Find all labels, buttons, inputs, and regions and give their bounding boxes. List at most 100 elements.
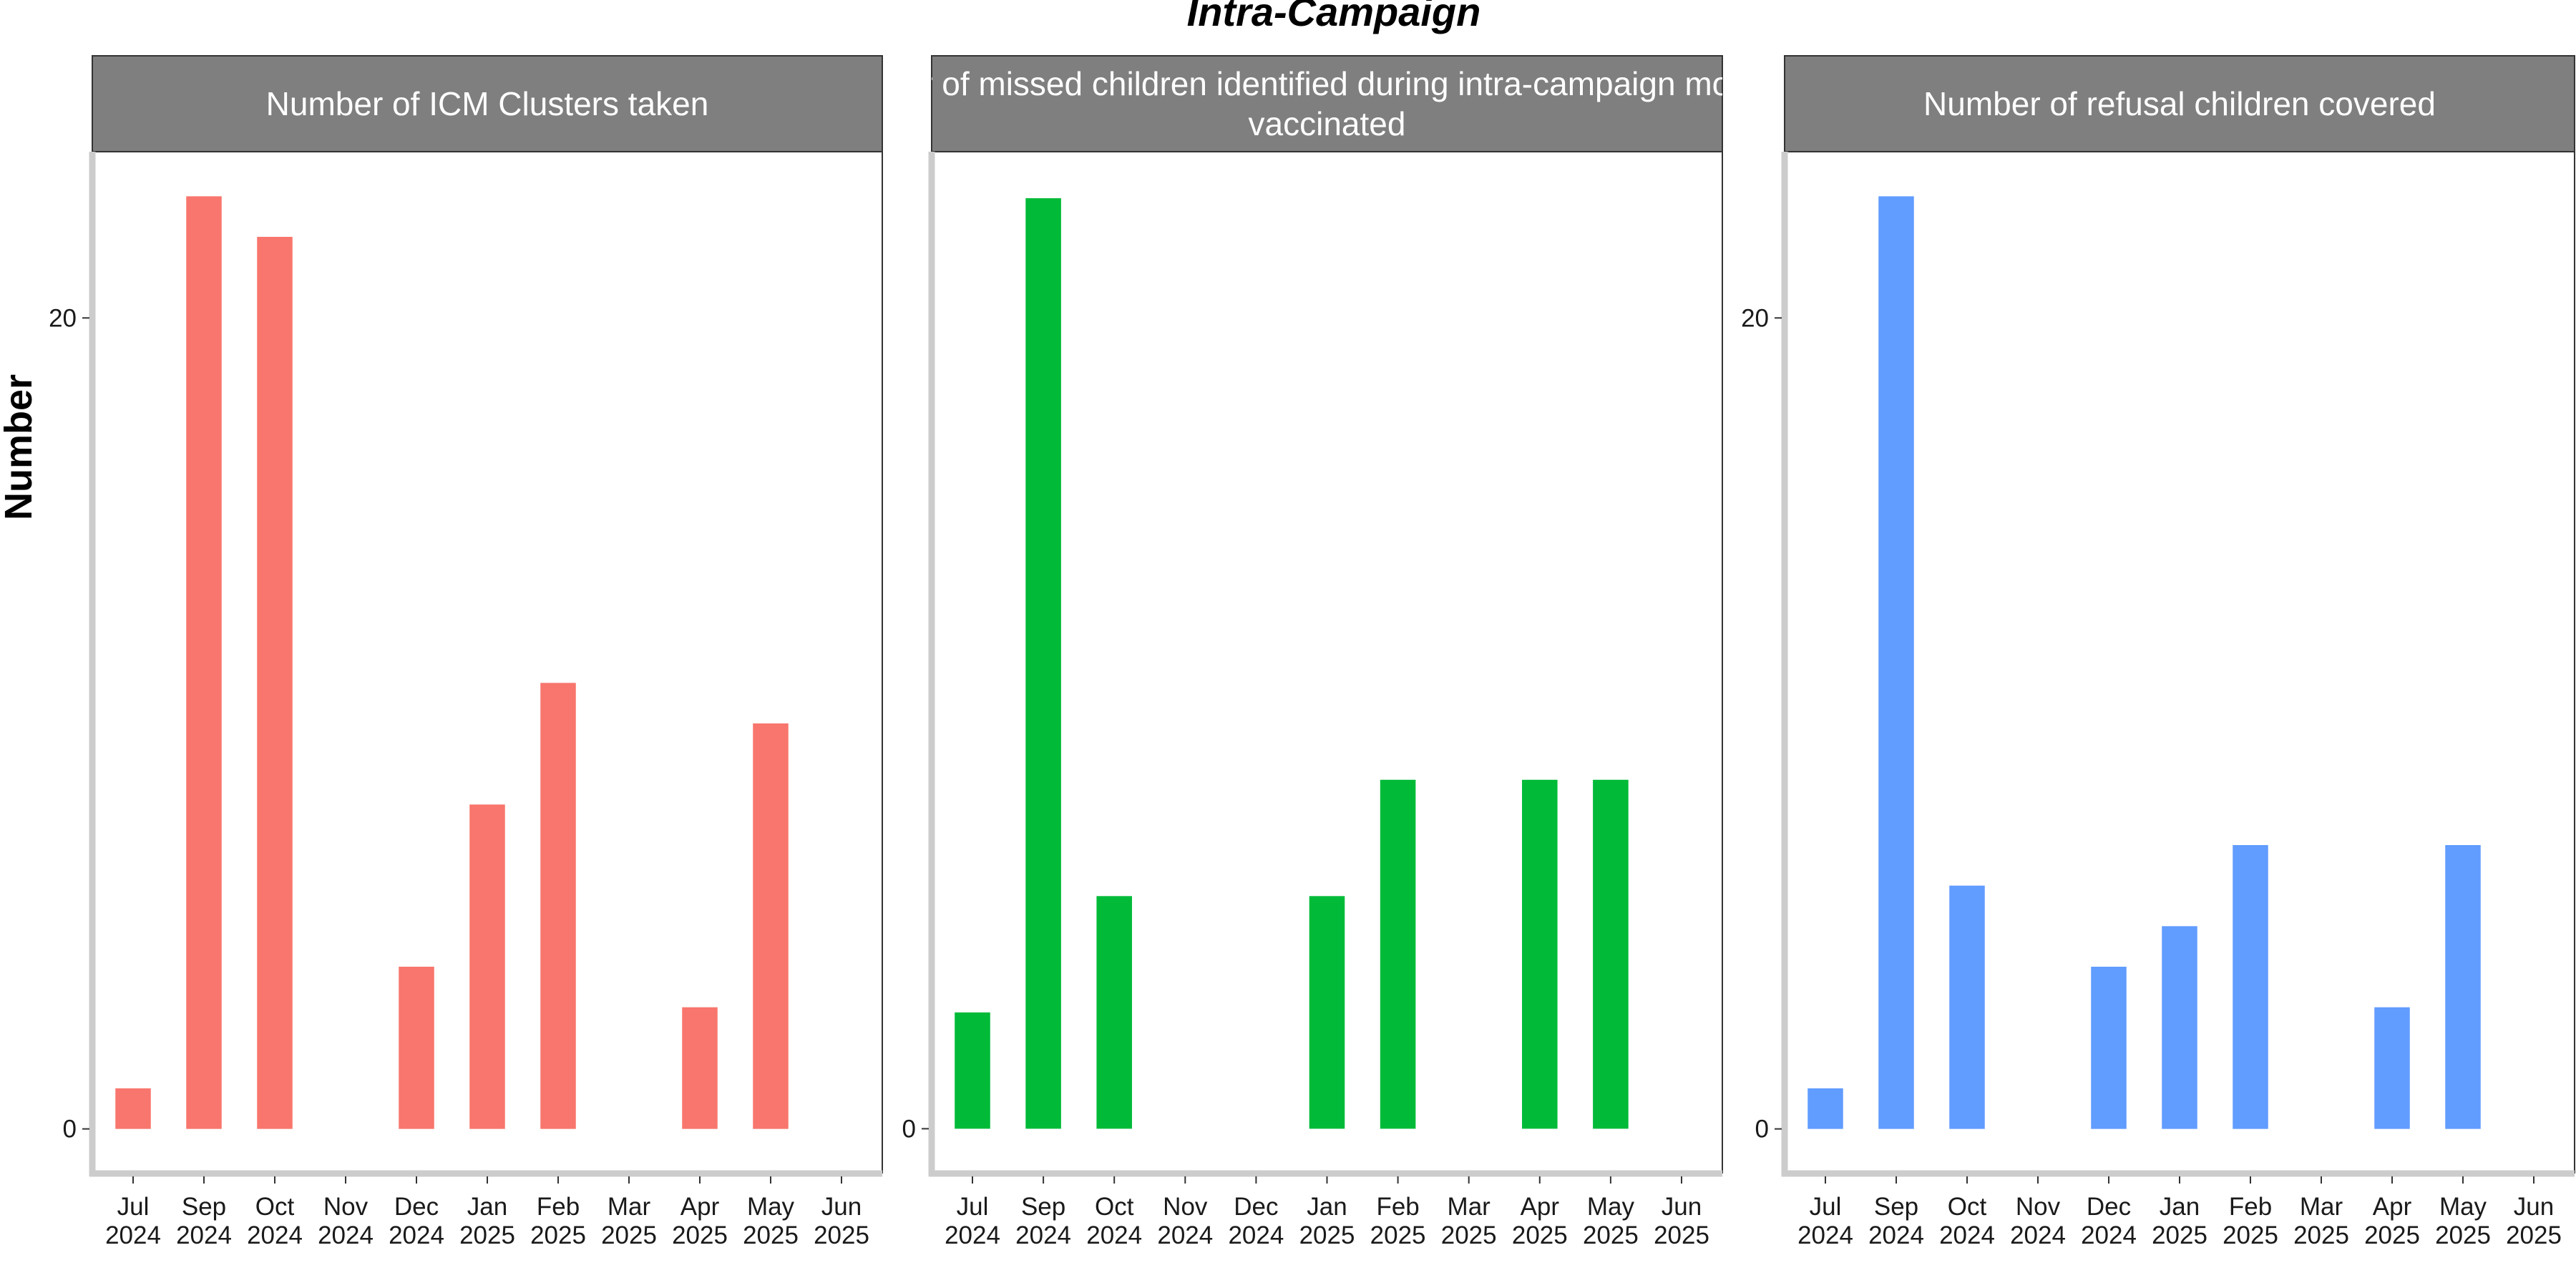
x-tick-label: 2024 [1797, 1221, 1853, 1249]
bar [469, 804, 505, 1129]
x-tick-label: May [1587, 1193, 1635, 1221]
x-tick-label: Sep [1874, 1193, 1918, 1221]
x-tick-label: Jan [1307, 1193, 1347, 1221]
x-tick-label: 2025 [530, 1221, 586, 1249]
x-tick-label: 2024 [1157, 1221, 1213, 1249]
facet-panel-2: Number of missed children identified dur… [816, 55, 1838, 1249]
x-tick-label: 2024 [1939, 1221, 1995, 1249]
x-tick-label: Sep [182, 1193, 226, 1221]
facet-panel-3: Number of refusal children coveredJul202… [1741, 55, 2575, 1249]
facet-strip [92, 55, 883, 152]
bar [399, 967, 434, 1129]
bar [1380, 779, 1416, 1129]
x-tick-label: 2024 [176, 1221, 232, 1249]
x-tick-label: Mar [608, 1193, 651, 1221]
x-tick-label: 2024 [247, 1221, 303, 1249]
x-tick-label: 2024 [2081, 1221, 2137, 1249]
x-tick-label: 2025 [672, 1221, 728, 1249]
y-tick-label: 0 [1755, 1116, 1769, 1143]
x-tick-label: Oct [1095, 1193, 1134, 1221]
facet-title: vaccinated [1249, 105, 1406, 142]
x-tick-label: 2024 [1015, 1221, 1071, 1249]
x-tick-label: 2025 [2435, 1221, 2491, 1249]
x-tick-label: 2025 [1441, 1221, 1497, 1249]
x-tick-label: Jul [957, 1193, 989, 1221]
x-tick-label: Feb [537, 1193, 580, 1221]
x-tick-label: 2025 [1512, 1221, 1568, 1249]
x-tick-label: 2025 [459, 1221, 515, 1249]
x-tick-label: Mar [1448, 1193, 1491, 1221]
bar [753, 723, 789, 1129]
x-tick-label: Jun [2514, 1193, 2554, 1221]
x-tick-label: Feb [2229, 1193, 2272, 1221]
x-tick-label: 2025 [601, 1221, 657, 1249]
facet-title: Number of refusal children covered [1923, 85, 2436, 122]
facet-strip [1784, 55, 2575, 152]
x-tick-label: 2025 [2152, 1221, 2207, 1249]
x-tick-label: 2024 [318, 1221, 374, 1249]
x-tick-label: Oct [1948, 1193, 1987, 1221]
y-tick-label: 0 [902, 1115, 916, 1143]
x-tick-label: May [747, 1193, 795, 1221]
x-tick-label: 2025 [1299, 1221, 1355, 1249]
x-tick-label: 2024 [2010, 1221, 2066, 1249]
bar [1522, 779, 1558, 1129]
bar [2091, 967, 2127, 1129]
x-tick-label: Oct [255, 1193, 295, 1221]
x-tick-label: Apr [2373, 1193, 2412, 1221]
x-tick-label: 2025 [2293, 1221, 2349, 1249]
x-tick-label: 2024 [1868, 1221, 1924, 1249]
x-tick-label: Dec [394, 1193, 439, 1221]
x-tick-label: 2024 [105, 1221, 161, 1249]
x-tick-label: May [2439, 1193, 2487, 1221]
bar [1807, 1088, 1843, 1129]
x-tick-label: Nov [2016, 1193, 2061, 1221]
x-tick-label: Sep [1021, 1193, 1065, 1221]
bar [186, 196, 222, 1129]
bar [1949, 885, 1985, 1129]
x-tick-label: 2024 [389, 1221, 444, 1249]
y-tick-label: 20 [1741, 304, 1769, 332]
x-tick-label: Jul [1810, 1193, 1842, 1221]
bar [955, 1012, 990, 1129]
x-tick-label: 2024 [1086, 1221, 1142, 1249]
x-tick-label: Nov [323, 1193, 369, 1221]
x-tick-label: Jan [2160, 1193, 2200, 1221]
x-tick-label: 2024 [1228, 1221, 1284, 1249]
facet-panel-1: Number of ICM Clusters takenJul2024Sep20… [49, 55, 883, 1249]
bar [2162, 926, 2197, 1129]
x-tick-label: 2025 [2364, 1221, 2420, 1249]
x-tick-label: 2025 [743, 1221, 799, 1249]
bar [682, 1007, 718, 1129]
x-tick-label: Dec [2087, 1193, 2131, 1221]
facet-title: Number of ICM Clusters taken [266, 85, 709, 122]
facet-title: Number of missed children identified dur… [816, 65, 1838, 102]
bar [540, 683, 576, 1129]
x-tick-label: 2025 [1583, 1221, 1639, 1249]
x-tick-label: Dec [1234, 1193, 1278, 1221]
x-tick-label: 2025 [1654, 1221, 1709, 1249]
bar [1096, 896, 1132, 1129]
bar [2233, 845, 2268, 1129]
panels: Number of ICM Clusters takenJul2024Sep20… [49, 55, 2575, 1249]
x-tick-label: 2025 [2223, 1221, 2278, 1249]
bar [1025, 198, 1061, 1129]
y-tick-label: 0 [63, 1116, 77, 1143]
x-tick-label: 2025 [2506, 1221, 2562, 1249]
bar [257, 237, 293, 1129]
x-tick-label: Nov [1163, 1193, 1208, 1221]
y-tick-label: 20 [49, 304, 77, 332]
chart-title: Intra-Campaign [1187, 0, 1481, 34]
x-tick-label: 2025 [814, 1221, 869, 1249]
x-tick-label: Apr [1521, 1193, 1560, 1221]
x-tick-label: 2025 [1370, 1221, 1426, 1249]
x-tick-label: Jun [1662, 1193, 1702, 1221]
x-tick-label: Jul [117, 1193, 150, 1221]
bar [2445, 845, 2481, 1129]
x-tick-label: Jun [821, 1193, 862, 1221]
bar [1593, 779, 1629, 1129]
bar [1878, 196, 1914, 1129]
y-axis-label: Number [0, 374, 40, 520]
x-tick-label: 2024 [945, 1221, 1000, 1249]
